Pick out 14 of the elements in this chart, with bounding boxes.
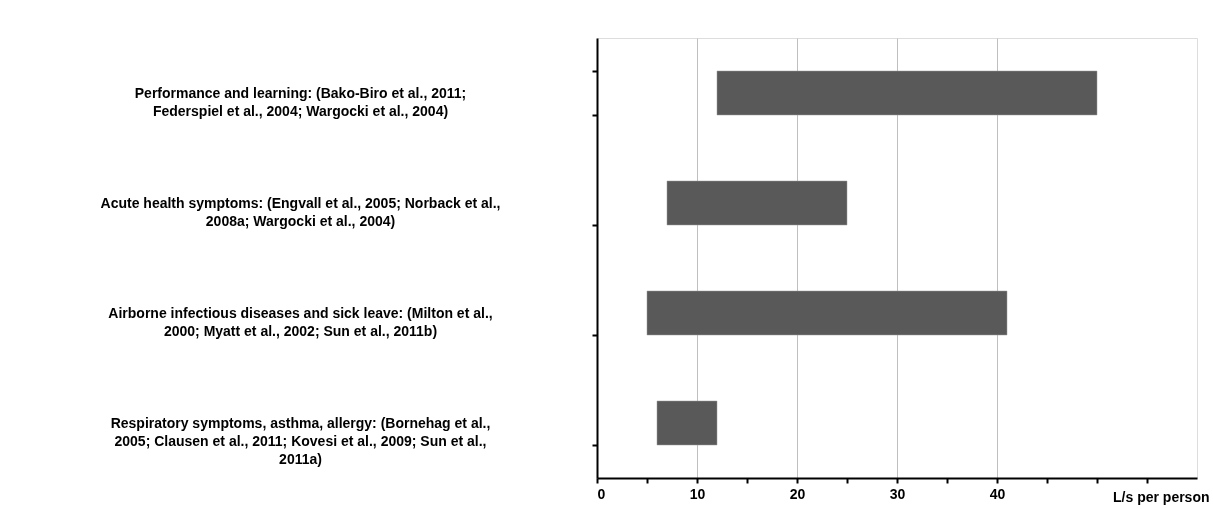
y-tick-label: Performance and learning: (Bako-Biro et al., 2011; Federspiel et al., 2004; Wargocki et al., 2004) — [134, 84, 467, 119]
x-tick-label: 30 — [889, 485, 906, 502]
x-tick-label: 10 — [689, 485, 706, 502]
y-tick-label: Respiratory symptoms, asthma, allergy: (Bornehag et al., 2005; Clausen et al., 2011; Kovesi et al., 2009; Sun et al., 2011a) — [110, 414, 491, 467]
bar — [666, 180, 848, 226]
bar — [656, 400, 718, 446]
bar — [646, 290, 1008, 336]
y-tick-label: Airborne infectious diseases and sick leave: (Milton et al., 2000; Myatt et al., 2002; Sun et al., 2011b) — [108, 304, 493, 339]
y-tick-label: Acute health symptoms: (Engvall et al., 2005; Norback et al., 2008a; Wargocki et al., 2004) — [100, 194, 501, 229]
bar — [716, 70, 1098, 116]
x-tick-label: 20 — [789, 485, 806, 502]
x-axis-title: L/s per person — [1113, 488, 1210, 505]
x-tick-label: 0 — [597, 485, 606, 502]
x-tick-label: 40 — [989, 485, 1006, 502]
